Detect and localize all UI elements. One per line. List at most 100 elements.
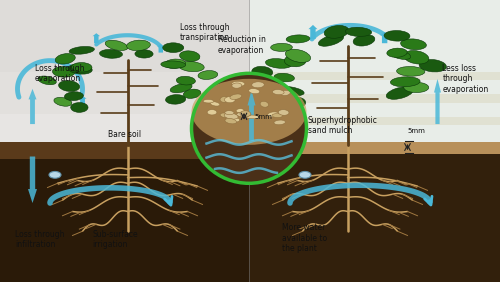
Ellipse shape (38, 76, 56, 85)
PathPatch shape (92, 33, 100, 43)
Bar (250, 142, 500, 154)
Bar (0, 114, 250, 142)
Ellipse shape (176, 76, 196, 85)
Ellipse shape (225, 118, 236, 124)
Text: Bare soil: Bare soil (108, 130, 142, 139)
Ellipse shape (396, 67, 425, 76)
Ellipse shape (192, 79, 306, 145)
Ellipse shape (220, 96, 228, 102)
Ellipse shape (240, 111, 250, 117)
PathPatch shape (308, 25, 318, 39)
Ellipse shape (184, 89, 201, 98)
Text: Superhydrophobic
sand mulch: Superhydrophobic sand mulch (308, 116, 378, 135)
Ellipse shape (230, 94, 242, 100)
Ellipse shape (384, 30, 410, 41)
Ellipse shape (285, 97, 306, 108)
Ellipse shape (389, 49, 410, 60)
Ellipse shape (135, 50, 153, 58)
Ellipse shape (207, 110, 217, 115)
Ellipse shape (192, 73, 306, 183)
Text: Loss through
transpiration: Loss through transpiration (180, 23, 230, 42)
Ellipse shape (272, 90, 284, 95)
PathPatch shape (28, 157, 37, 203)
Ellipse shape (274, 73, 294, 82)
Ellipse shape (353, 35, 375, 46)
Text: Reduction in
evaporation: Reduction in evaporation (218, 36, 266, 55)
Ellipse shape (387, 48, 407, 57)
Ellipse shape (210, 102, 220, 106)
Bar (0, 72, 250, 114)
Ellipse shape (260, 101, 268, 107)
Text: 5mm: 5mm (408, 128, 426, 134)
Ellipse shape (404, 82, 428, 92)
Ellipse shape (268, 92, 290, 101)
PathPatch shape (434, 79, 441, 124)
Ellipse shape (266, 59, 292, 68)
Ellipse shape (400, 39, 426, 50)
Ellipse shape (72, 63, 92, 72)
Ellipse shape (252, 82, 264, 88)
Ellipse shape (232, 83, 241, 88)
Ellipse shape (232, 81, 245, 86)
Ellipse shape (236, 112, 251, 117)
Ellipse shape (419, 60, 446, 72)
Ellipse shape (246, 115, 260, 119)
Bar (250, 117, 500, 125)
Ellipse shape (52, 67, 75, 77)
Ellipse shape (170, 83, 192, 93)
Ellipse shape (225, 111, 234, 115)
Ellipse shape (178, 61, 204, 72)
Ellipse shape (64, 92, 84, 101)
Ellipse shape (54, 97, 72, 106)
Ellipse shape (164, 59, 186, 69)
Ellipse shape (274, 120, 285, 125)
Ellipse shape (324, 25, 349, 38)
Ellipse shape (105, 40, 128, 50)
Ellipse shape (236, 109, 244, 113)
Circle shape (299, 171, 311, 178)
Ellipse shape (220, 113, 229, 118)
Ellipse shape (270, 43, 292, 51)
Text: 5mm: 5mm (254, 114, 272, 120)
Ellipse shape (166, 95, 186, 104)
Ellipse shape (198, 70, 218, 80)
Ellipse shape (55, 54, 76, 64)
Ellipse shape (268, 112, 279, 117)
Ellipse shape (100, 49, 122, 58)
Ellipse shape (276, 86, 304, 96)
Bar (0, 0, 250, 142)
Text: Less loss
through
evaporation: Less loss through evaporation (442, 64, 489, 94)
Bar (250, 0, 500, 142)
Ellipse shape (404, 50, 429, 64)
Ellipse shape (126, 40, 150, 51)
PathPatch shape (157, 44, 164, 52)
Ellipse shape (68, 64, 92, 74)
Ellipse shape (252, 66, 272, 78)
Ellipse shape (226, 116, 239, 121)
PathPatch shape (28, 89, 36, 124)
PathPatch shape (380, 32, 389, 43)
Ellipse shape (230, 118, 239, 122)
Ellipse shape (224, 97, 235, 103)
Bar (250, 94, 500, 103)
Ellipse shape (161, 61, 186, 68)
Ellipse shape (203, 100, 214, 103)
Ellipse shape (286, 49, 310, 62)
Ellipse shape (390, 77, 420, 87)
Ellipse shape (248, 89, 260, 94)
Bar (0, 142, 250, 282)
Ellipse shape (280, 90, 290, 96)
Text: Loss through
infiltration: Loss through infiltration (15, 230, 64, 249)
Ellipse shape (58, 81, 80, 91)
Ellipse shape (70, 103, 88, 112)
Ellipse shape (386, 87, 413, 99)
Ellipse shape (346, 27, 372, 36)
Ellipse shape (69, 47, 94, 54)
Ellipse shape (162, 43, 184, 52)
Ellipse shape (272, 114, 282, 118)
Ellipse shape (180, 51, 200, 61)
Ellipse shape (286, 35, 310, 43)
Ellipse shape (278, 110, 289, 115)
Bar (250, 142, 500, 282)
Text: Sub-surface
irrigation: Sub-surface irrigation (92, 230, 138, 249)
